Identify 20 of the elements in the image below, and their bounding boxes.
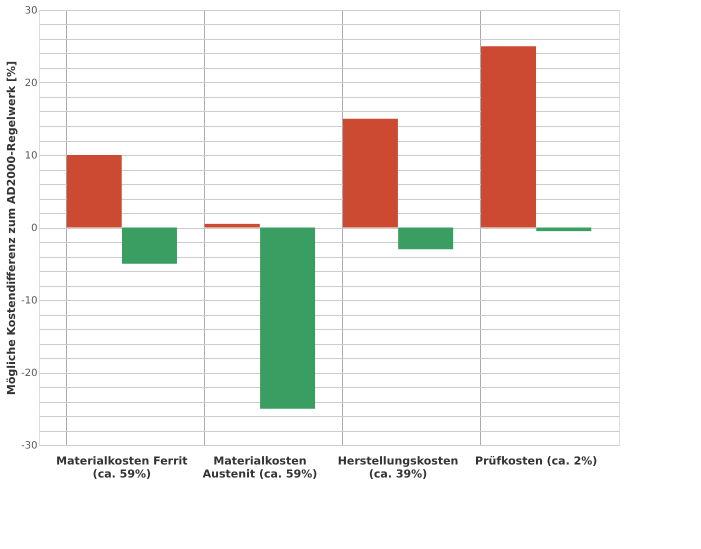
x-tick-label: Materialkosten Austenit (ca. 59%) xyxy=(202,454,318,480)
y-tick-label: 10 xyxy=(24,150,38,162)
bar xyxy=(481,46,536,228)
y-tick-label: 0 xyxy=(31,223,38,234)
x-tick-label: Herstellungskosten (ca. 39%) xyxy=(338,454,458,480)
y-tick-label: -30 xyxy=(21,440,38,452)
y-tick-label: 20 xyxy=(24,78,38,89)
x-tick-label: Prüfkosten (ca. 2%) xyxy=(474,454,598,468)
bar xyxy=(260,228,316,409)
y-axis-title: Mögliche Kostendifferenz zum AD2000-Regelwerk [%] xyxy=(5,60,18,396)
bar xyxy=(536,228,592,232)
bar xyxy=(342,118,398,228)
bar xyxy=(66,155,122,228)
bar xyxy=(122,228,177,264)
y-tick-label: 30 xyxy=(24,6,38,16)
bar xyxy=(398,228,454,250)
y-tick-label: -10 xyxy=(21,296,38,306)
x-tick-label: Materialkosten Ferrit (ca. 59%) xyxy=(56,454,188,480)
bar xyxy=(204,224,260,228)
y-tick-label: -20 xyxy=(21,368,38,379)
